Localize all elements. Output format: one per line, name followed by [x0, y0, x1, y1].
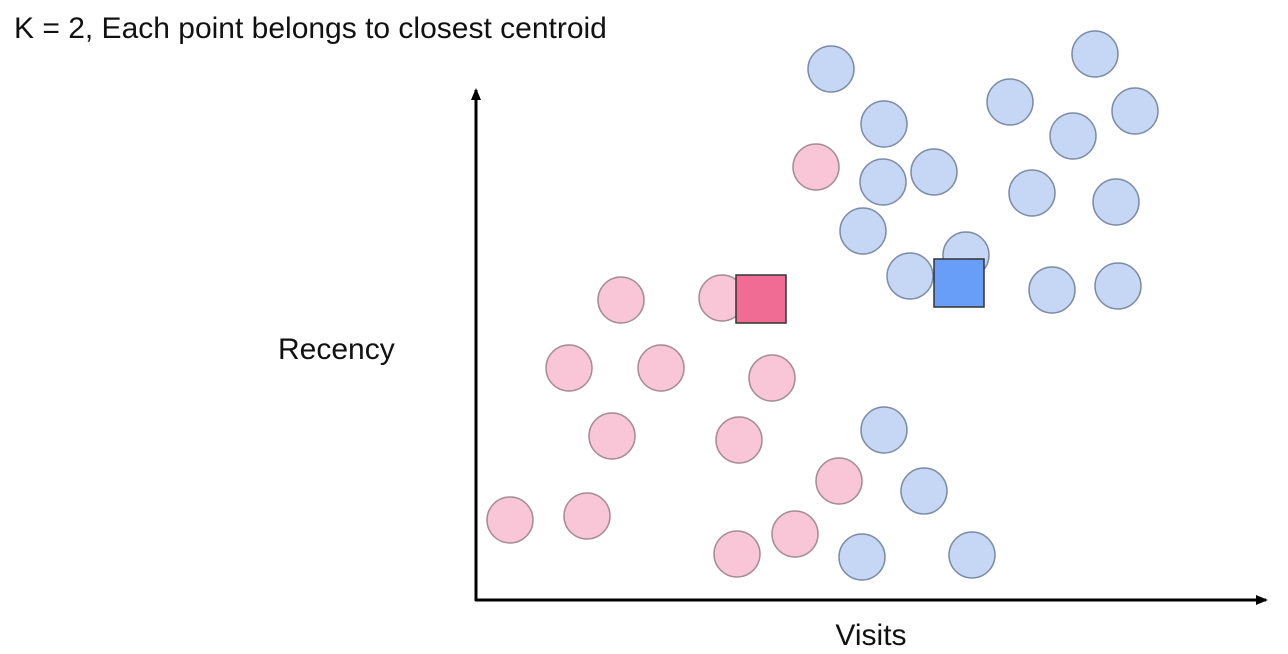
points	[486, 30, 1159, 581]
blue-point	[948, 531, 996, 579]
pink-point	[637, 344, 685, 392]
blue-point	[886, 252, 934, 300]
pink-point	[563, 492, 611, 540]
blue-point	[900, 467, 948, 515]
y-axis-label: Recency	[278, 333, 395, 366]
pink-point	[771, 510, 819, 558]
blue-point	[986, 78, 1034, 126]
blue-point	[910, 148, 958, 196]
pink-point	[792, 143, 840, 191]
blue-point	[1111, 87, 1159, 135]
blue-point	[1092, 178, 1140, 226]
blue-point	[1008, 169, 1056, 217]
pink-point	[748, 354, 796, 402]
blue-point	[1071, 30, 1119, 78]
blue-point	[807, 45, 855, 93]
blue-point	[860, 100, 908, 148]
pink-point	[545, 344, 593, 392]
x-axis-label: Visits	[835, 619, 906, 652]
blue-point	[1094, 262, 1142, 310]
blue-point	[1049, 112, 1097, 160]
pink-centroid	[735, 274, 787, 324]
blue-point	[839, 207, 887, 255]
pink-point	[815, 457, 863, 505]
blue-point	[860, 406, 908, 454]
pink-point	[486, 496, 534, 544]
pink-point	[588, 412, 636, 460]
blue-point	[1028, 266, 1076, 314]
pink-point	[597, 276, 645, 324]
blue-centroid	[933, 258, 985, 308]
title: K = 2, Each point belongs to closest cen…	[14, 12, 607, 45]
blue-point	[838, 533, 886, 581]
pink-point	[713, 530, 761, 578]
pink-point	[715, 416, 763, 464]
blue-point	[859, 158, 907, 206]
